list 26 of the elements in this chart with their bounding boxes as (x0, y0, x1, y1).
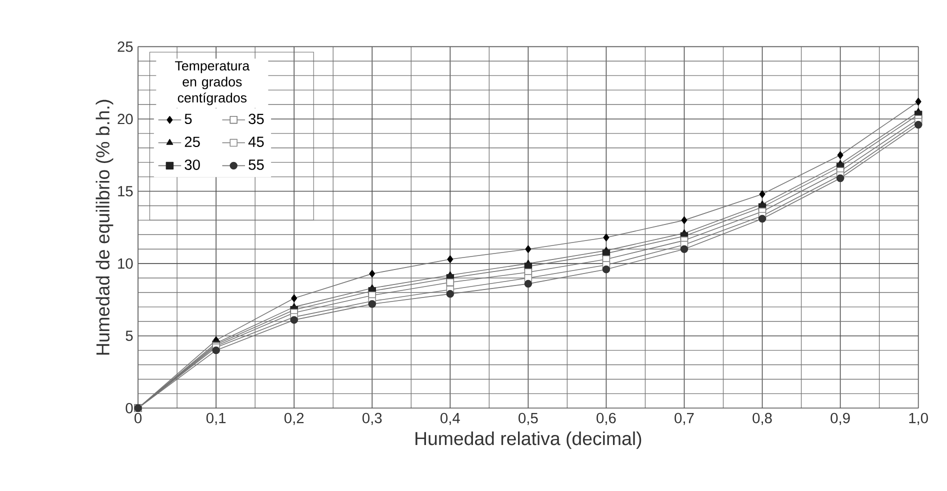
legend-label: 5 (184, 114, 192, 124)
y-axis-title: Humedad de equilibrio (% b.h.) (96, 100, 114, 355)
y-tick-label: 15 (118, 186, 133, 196)
legend-title: Temperatura en grados centígrados (175, 61, 250, 106)
x-tick-label: 0,7 (674, 412, 694, 426)
y-tick-label: 25 (118, 42, 133, 52)
x-tick-label: 0,6 (596, 412, 616, 426)
x-axis-title: Humedad relativa (decimal) (416, 432, 642, 449)
x-tick-label: 0,8 (752, 412, 772, 426)
x-tick-label: 0,3 (362, 412, 382, 426)
y-tick-label: 20 (118, 114, 133, 124)
y-tick-label: 0 (126, 403, 133, 414)
y-tick-label: 10 (118, 258, 133, 269)
x-tick-label: 0,5 (518, 412, 538, 426)
x-tick-label: 0,9 (830, 412, 850, 426)
x-tick-label: 0,4 (440, 412, 460, 426)
y-tick-label: 5 (126, 330, 133, 342)
legend-label: 55 (248, 160, 264, 170)
x-tick-label: 1,0 (909, 412, 928, 426)
x-tick-label: 0 (134, 412, 142, 424)
legend-label: 35 (248, 114, 264, 124)
legend-label: 45 (248, 136, 264, 148)
legend-label: 30 (184, 160, 200, 170)
legend-label: 25 (184, 136, 200, 148)
x-tick-label: 0,2 (284, 412, 304, 426)
x-tick-label: 0,1 (206, 412, 226, 426)
